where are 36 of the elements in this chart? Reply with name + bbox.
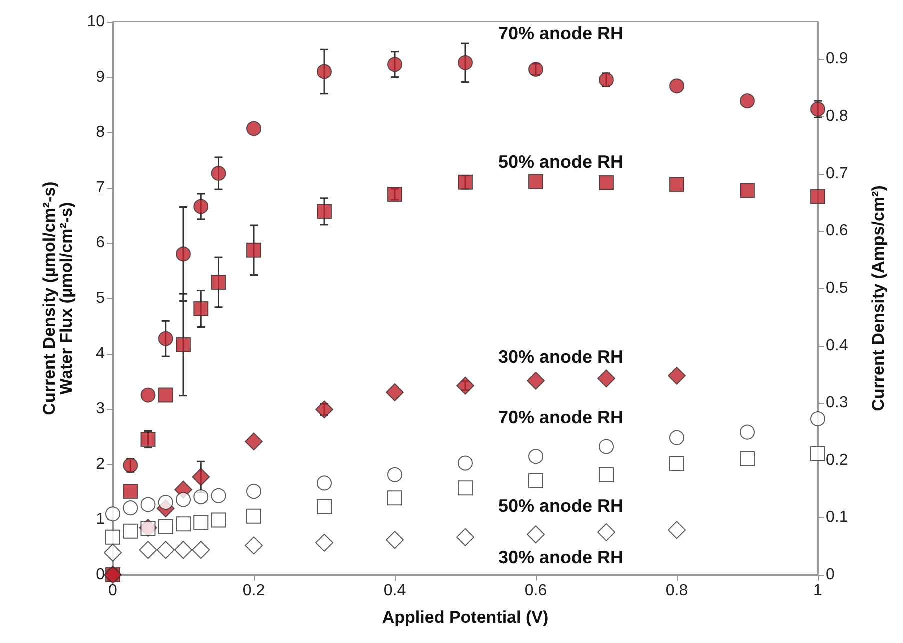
series-label: 30% anode RH (498, 346, 624, 367)
x-tick-label: 0.8 (666, 582, 688, 600)
x-tick-label: 1 (814, 582, 823, 600)
series-label: 30% anode RH (498, 548, 624, 568)
y-tick-label: 7 (96, 179, 106, 196)
y-tick-label: 4 (96, 345, 106, 362)
y2-tick-label: 0.9 (826, 50, 848, 68)
y2-tick-label: 0.5 (826, 280, 848, 297)
y-axis-title: Current Density (µmol/cm²-s) Water Flux (µmol/cm²-s) (40, 182, 76, 416)
y2-tick-label: 0.3 (826, 394, 848, 412)
y2-tick-label: 0.4 (826, 337, 848, 354)
x-tick-label: 0.6 (524, 582, 548, 600)
x-tick-label: 0.2 (242, 582, 266, 600)
x-tick-label: 0.4 (384, 582, 406, 600)
y-tick-label: 3 (96, 400, 106, 418)
x-tick-label: 0 (108, 582, 118, 600)
y-tick-label: 9 (96, 68, 106, 86)
y2-axis-title: Current Density (Amps/cm²) (869, 186, 888, 412)
y2-tick-label: 0.7 (826, 165, 848, 182)
y-tick-label: 6 (96, 234, 106, 252)
series-label: 70% anode RH (498, 408, 624, 428)
y2-tick-label: 0.2 (826, 452, 848, 469)
y2-tick-label: 0.1 (826, 509, 848, 526)
y-tick-label: 8 (96, 124, 106, 142)
y-tick-label: 5 (96, 290, 106, 307)
y2-tick-label: 0.6 (826, 222, 848, 240)
y-tick-label: 2 (96, 456, 106, 473)
y2-tick-label: 0.8 (826, 108, 848, 126)
x-axis-title: Applied Potential (V) (382, 608, 549, 627)
y-tick-label: 0 (96, 566, 106, 584)
y-tick-label: 10 (87, 14, 106, 30)
series-label: 70% anode RH (498, 24, 624, 44)
series-label: 50% anode RH (498, 152, 624, 172)
y-tick-label: 1 (96, 511, 106, 528)
series-label: 50% anode RH (498, 496, 624, 516)
y2-tick-label: 0 (826, 566, 835, 584)
